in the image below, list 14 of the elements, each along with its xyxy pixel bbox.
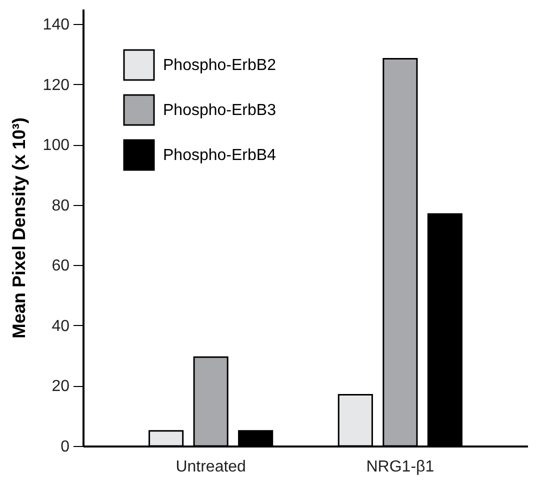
legend-label: Phospho-ErbB2 <box>163 57 276 74</box>
legend-label: Phospho-ErbB3 <box>163 102 276 119</box>
y-axis-title: Mean Pixel Density (x 10³) <box>8 117 29 339</box>
y-tick-label: 80 <box>52 197 70 214</box>
y-tick-label: 40 <box>52 318 70 335</box>
y-tick-label: 60 <box>52 258 70 275</box>
legend-label: Phospho-ErbB4 <box>163 147 276 164</box>
y-tick-label: 140 <box>42 16 70 34</box>
y-tick-label: 0 <box>60 438 70 456</box>
x-tick-label: Untreated <box>176 458 246 476</box>
x-tick-label: NRG1-β1 <box>366 458 434 476</box>
y-tick-label: 100 <box>42 137 70 154</box>
y-tick-label: 20 <box>52 378 70 396</box>
y-tick-label: 120 <box>42 76 70 94</box>
